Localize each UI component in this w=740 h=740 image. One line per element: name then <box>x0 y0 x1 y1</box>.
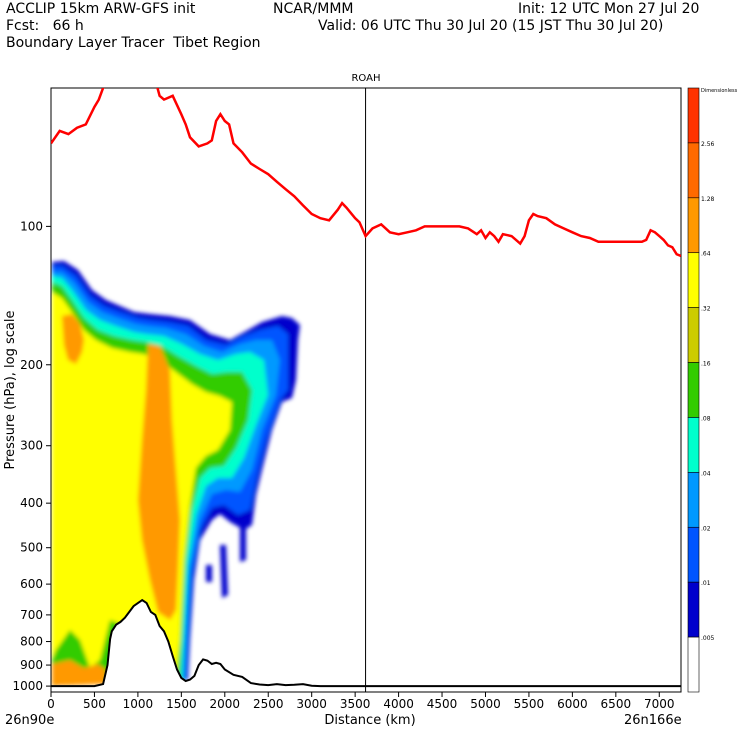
x-tick-label: 7000 <box>644 697 675 711</box>
y-tick-label: 500 <box>20 541 43 555</box>
header-line2-left: Fcst: 66 h <box>6 18 84 34</box>
y-axis-label: Pressure (hPa), log scale <box>3 311 18 470</box>
header-line1-right: Init: 12 UTC Mon 27 Jul 20 <box>518 1 700 17</box>
y-tick-label: 200 <box>20 358 43 372</box>
y-tick-label: 700 <box>20 608 43 622</box>
x-tick-label: 2500 <box>253 697 284 711</box>
colorbar-swatch <box>687 142 700 199</box>
colorbar-label: .32 <box>701 306 711 313</box>
colorbar-label: .01 <box>701 580 711 587</box>
colorbar-label: Dimensionless <box>701 88 738 94</box>
colorbar-swatch <box>687 87 700 144</box>
y-tick-label: 400 <box>20 496 43 510</box>
contour-level-64-b <box>138 344 180 620</box>
colorbar-swatch <box>687 417 700 473</box>
colorbar-label: .005 <box>701 635 715 642</box>
contour-level-64-c <box>52 660 106 686</box>
terrain-mask <box>51 600 681 692</box>
colorbar-swatch <box>687 197 700 254</box>
header-line3-left: Boundary Layer Tracer Tibet Region <box>6 35 261 51</box>
chart-title: ROAH <box>351 73 380 84</box>
tropopause-line <box>51 88 681 258</box>
contour-level-64-a <box>62 314 84 364</box>
colorbar-label: .16 <box>701 361 711 368</box>
colorbar-swatch <box>687 581 700 638</box>
colorbar-label: .02 <box>701 525 711 532</box>
contour-level-cells <box>206 522 246 598</box>
colorbar-label: 1.28 <box>701 196 715 203</box>
colorbar-label: .08 <box>701 415 711 422</box>
x-tick-label: 6000 <box>557 697 588 711</box>
x-tick-label: 3000 <box>296 697 327 711</box>
colorbar-label: .04 <box>701 470 711 477</box>
x-tick-label: 6500 <box>601 697 632 711</box>
x-tick-label: 5500 <box>514 697 545 711</box>
y-tick-label: 300 <box>20 439 43 453</box>
x-tick-label: 0 <box>47 697 55 711</box>
colorbar-swatch <box>687 362 700 418</box>
x-tick-label: 4500 <box>427 697 458 711</box>
x-tick-label: 1500 <box>166 697 197 711</box>
x-tick-label: 1000 <box>123 697 154 711</box>
x-end-label: 26n166e <box>624 713 682 728</box>
colorbar-swatch <box>687 252 700 308</box>
colorbar-swatch <box>687 636 700 693</box>
x-axis-label: Distance (km) <box>324 713 415 728</box>
y-tick-label: 800 <box>20 635 43 649</box>
tracer-contours <box>52 261 300 686</box>
colorbar-swatch <box>687 307 700 363</box>
y-tick-label: 100 <box>20 219 43 233</box>
colorbar-label: .64 <box>701 251 711 258</box>
colorbar: Dimensionless 2.56 1.28 .64 .32 .16 .08 .04 .02.… <box>687 87 738 693</box>
x-tick-label: 3500 <box>340 697 371 711</box>
x-tick-label: 2000 <box>210 697 241 711</box>
x-tick-label: 500 <box>83 697 106 711</box>
x-start-label: 26n90e <box>5 713 54 728</box>
header-line2-right: Valid: 06 UTC Thu 30 Jul 20 (15 JST Thu … <box>318 18 664 34</box>
terrain-line <box>51 598 681 688</box>
x-tick-label: 5000 <box>470 697 501 711</box>
colorbar-swatch <box>687 526 700 583</box>
y-tick-label: 900 <box>20 658 43 672</box>
colorbar-swatch <box>687 472 700 528</box>
y-tick-label: 600 <box>20 577 43 591</box>
x-axis: 0 500 1000 1500 2000 2500 3000 3500 4000 4500 5000… <box>47 692 675 711</box>
header-line1-center: NCAR/MMM <box>273 1 354 17</box>
colorbar-label: 2.56 <box>701 141 715 148</box>
y-tick-label: 1000 <box>12 679 43 693</box>
x-tick-label: 4000 <box>383 697 414 711</box>
y-axis: 100 200 300 400 500 600 700 800 900 1000 <box>12 219 51 693</box>
header-line1-left: ACCLIP 15km ARW-GFS init <box>6 1 196 17</box>
